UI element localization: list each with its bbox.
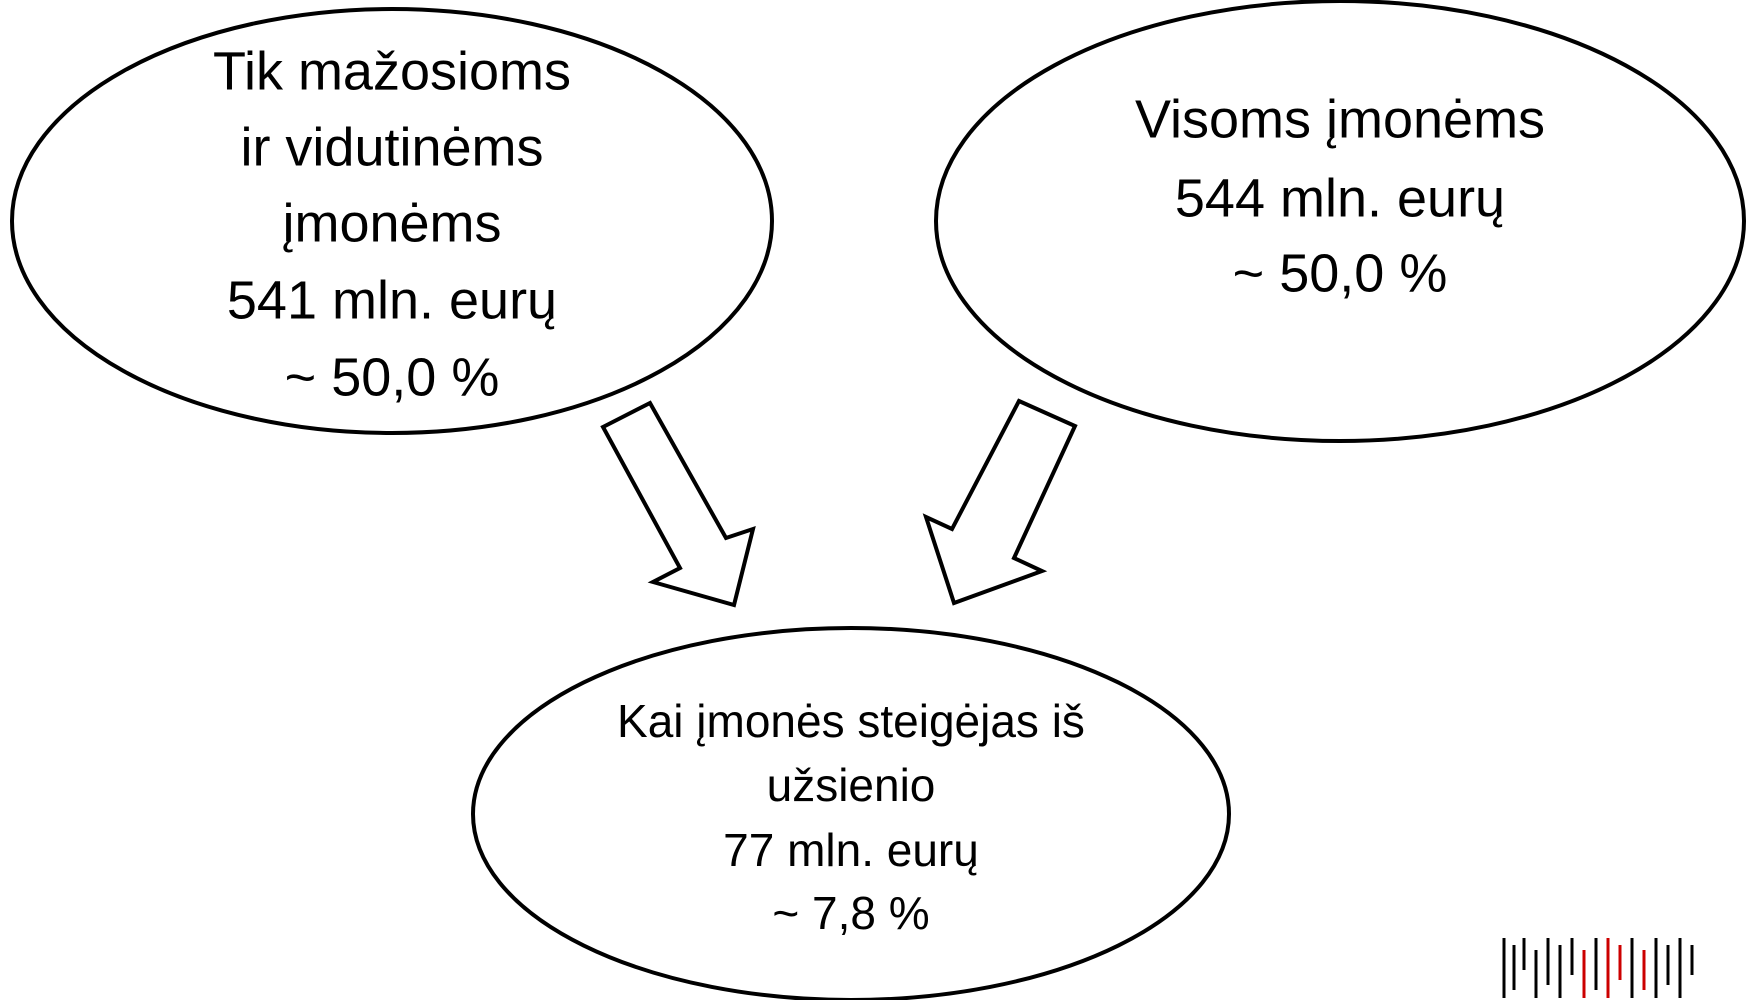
node-text: ir vidutinėms [240, 117, 543, 177]
node-text: ~ 50,0 % [285, 347, 500, 407]
node-text: ~ 50,0 % [1233, 243, 1448, 303]
node-text: Kai įmonės steigėjas iš [617, 695, 1085, 747]
node-text: 541 mln. eurų [227, 270, 557, 330]
node-text: užsienio [767, 759, 936, 811]
node-text: Tik mažosioms [213, 41, 571, 101]
node-ellipse [934, 0, 1746, 443]
node-text: įmonėms [282, 193, 501, 253]
arrow [600, 400, 756, 608]
node-text: Visoms įmonėms [1135, 89, 1545, 149]
logo [1502, 938, 1694, 998]
node-text: ~ 7,8 % [772, 887, 929, 939]
node-text: 544 mln. eurų [1175, 168, 1505, 228]
node-ellipse [471, 626, 1231, 1000]
node-ellipse [10, 7, 774, 435]
node-text: 77 mln. eurų [723, 824, 979, 876]
arrow [922, 398, 1078, 606]
